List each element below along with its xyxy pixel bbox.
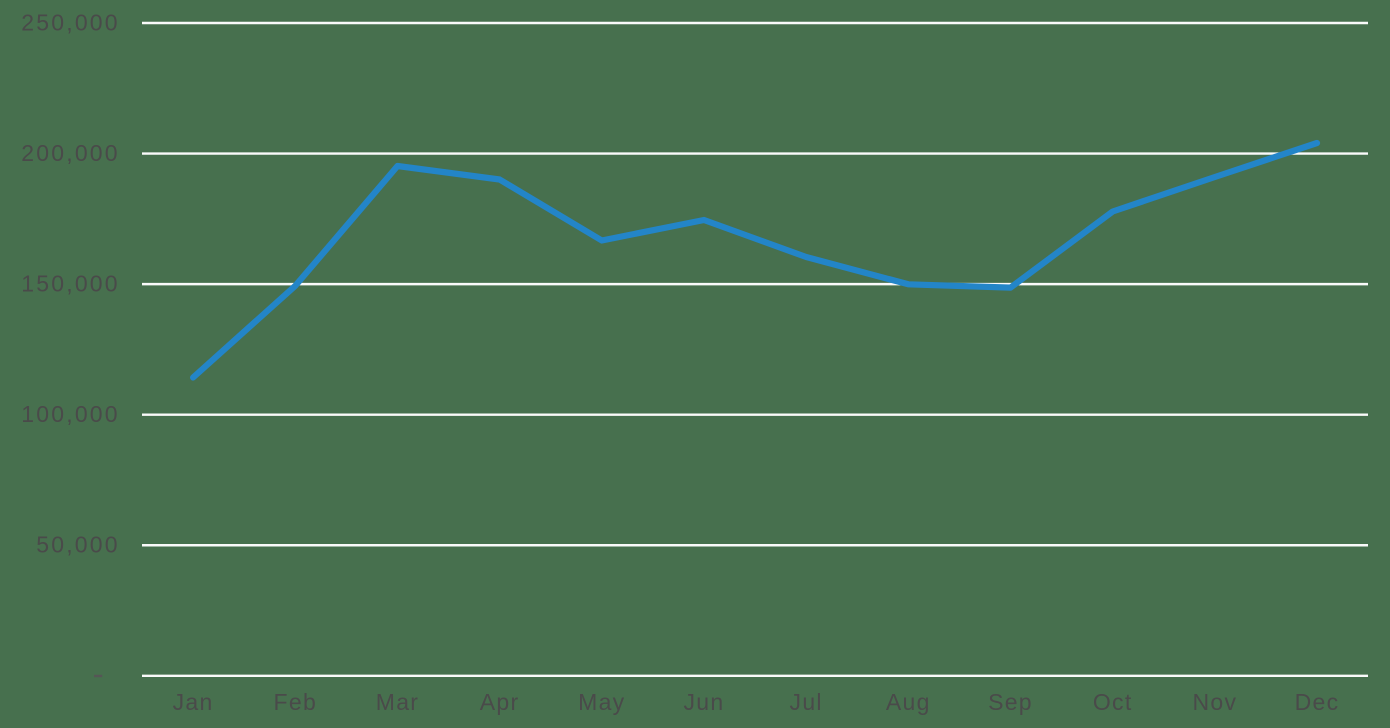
svg-text:150,000: 150,000 <box>21 271 120 297</box>
svg-text:200,000: 200,000 <box>21 140 120 166</box>
svg-text:Jan: Jan <box>173 689 214 715</box>
svg-text:Aug: Aug <box>886 689 931 715</box>
svg-text:May: May <box>578 689 625 715</box>
svg-text:50,000: 50,000 <box>36 532 120 558</box>
svg-text:250,000: 250,000 <box>21 9 120 35</box>
svg-text:Apr: Apr <box>480 689 520 715</box>
svg-text:Mar: Mar <box>376 689 420 715</box>
svg-text:Sep: Sep <box>988 689 1033 715</box>
svg-text:100,000: 100,000 <box>21 401 120 427</box>
svg-text:Feb: Feb <box>274 689 318 715</box>
svg-text:Nov: Nov <box>1192 689 1237 715</box>
svg-text:Dec: Dec <box>1295 689 1340 715</box>
svg-text:Oct: Oct <box>1093 689 1133 715</box>
svg-text:Jul: Jul <box>790 689 823 715</box>
svg-text:Jun: Jun <box>684 689 725 715</box>
